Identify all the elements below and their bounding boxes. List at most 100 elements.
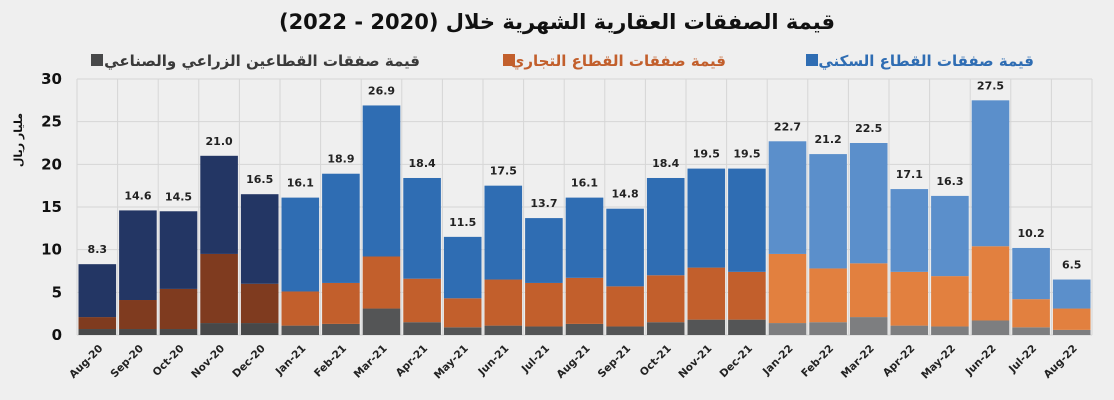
y-axis-ticks: 0 5 10 15 20 25 30	[41, 70, 62, 344]
x-tick-label: Dec-20	[230, 343, 267, 380]
data-label-total: 18.9	[327, 153, 354, 166]
bars	[78, 100, 1091, 335]
x-tick-label: Jul-21	[519, 343, 552, 376]
y-tick-label: 10	[41, 241, 62, 259]
x-tick-label: May-22	[919, 343, 958, 382]
bar-segment-agri_industrial	[809, 322, 847, 335]
x-tick-label: Apr-21	[394, 343, 431, 380]
data-label-total: 18.4	[652, 157, 679, 170]
bar-segment-residential	[606, 208, 644, 287]
bar-segment-commercial	[890, 271, 929, 326]
data-label-total: 17.1	[896, 168, 923, 181]
bar-segment-commercial	[849, 263, 888, 318]
data-label-total: 16.5	[246, 173, 273, 186]
bar-segment-commercial	[565, 277, 604, 324]
x-tick-label: Jul-22	[1006, 343, 1039, 376]
bar-segment-residential	[159, 211, 198, 289]
bar-segment-commercial	[200, 253, 238, 324]
bar-segment-residential	[281, 197, 320, 292]
data-label-total: 22.5	[855, 122, 882, 135]
y-tick-label: 15	[41, 198, 62, 216]
y-tick-label: 30	[41, 70, 62, 88]
bar-segment-commercial	[687, 267, 726, 320]
bar-segment-agri_industrial	[646, 322, 685, 335]
bar-segment-commercial	[159, 288, 198, 330]
x-tick-label: Nov-21	[676, 343, 714, 381]
y-axis-label: مليار ريال	[12, 113, 25, 167]
bar-segment-commercial	[768, 253, 807, 324]
data-label-total: 14.6	[124, 189, 151, 202]
data-label-total: 27.5	[977, 79, 1004, 92]
x-tick-label: Oct-20	[150, 343, 186, 379]
data-label-total: 21.2	[815, 133, 842, 146]
data-label-total: 19.5	[733, 148, 760, 161]
bar-segment-residential	[525, 218, 563, 283]
bar-segment-agri_industrial	[78, 329, 117, 335]
bar-segment-agri_industrial	[606, 326, 644, 335]
bar-segment-agri_industrial	[240, 323, 279, 335]
data-label-total: 13.7	[530, 197, 557, 210]
bar-segment-commercial	[119, 300, 157, 330]
bar-segment-residential	[931, 195, 969, 277]
bar-segment-residential	[890, 189, 929, 272]
x-tick-label: Feb-21	[312, 343, 349, 380]
bar-segment-commercial	[931, 276, 969, 327]
bar-segment-residential	[200, 155, 238, 254]
data-label-total: 22.7	[774, 120, 801, 133]
bar-segment-residential	[443, 236, 482, 299]
data-label-total: 21.0	[206, 135, 233, 148]
bar-segment-agri_industrial	[403, 322, 441, 335]
legend-item-residential: قيمة صفقات القطاع السكني	[806, 52, 1034, 70]
legend-label-residential: قيمة صفقات القطاع السكني	[818, 52, 1034, 70]
bar-segment-agri_industrial	[890, 325, 929, 335]
x-tick-label: Mar-21	[352, 343, 390, 381]
bar-segment-commercial	[1052, 308, 1091, 330]
bar-segment-agri_industrial	[687, 319, 726, 335]
chart-title: قيمة الصفقات العقارية الشهرية خلال (2020…	[279, 10, 835, 34]
bar-segment-commercial	[403, 278, 441, 323]
data-label-total: 11.5	[449, 216, 476, 229]
bar-segment-residential	[809, 154, 847, 269]
data-label-total: 14.8	[612, 188, 639, 201]
x-tick-label: Sep-20	[108, 343, 146, 381]
x-tick-label: Jan-22	[760, 343, 796, 379]
bar-segment-commercial	[484, 279, 523, 326]
y-tick-label: 20	[41, 155, 62, 173]
x-tick-label: Jun-21	[475, 343, 511, 379]
x-tick-label: Aug-21	[554, 343, 592, 381]
bar-segment-residential	[849, 143, 888, 264]
data-label-total: 14.5	[165, 190, 192, 203]
bar-segment-agri_industrial	[159, 329, 198, 335]
bar-segment-agri_industrial	[971, 320, 1010, 335]
bar-segment-residential	[728, 168, 766, 272]
bar-segment-residential	[971, 100, 1010, 247]
bar-segment-agri_industrial	[119, 329, 157, 335]
legend-label-commercial: قيمة صفقات القطاع التجاري	[511, 52, 726, 71]
bar-segment-residential	[565, 197, 604, 278]
x-tick-label: Jan-21	[273, 343, 309, 379]
bar-segment-agri_industrial	[1052, 329, 1091, 335]
bar-segment-residential	[768, 141, 807, 254]
y-tick-label: 5	[52, 283, 62, 301]
x-tick-label: Oct-21	[638, 343, 674, 379]
bar-segment-agri_industrial	[849, 317, 888, 335]
data-label-total: 16.1	[571, 177, 598, 190]
bar-segment-agri_industrial	[931, 326, 969, 335]
x-axis-ticks: Aug-20 Sep-20 Oct-20 Nov-20 Dec-20 Jan-21 Feb-…	[67, 343, 1080, 382]
y-tick-label: 0	[52, 326, 62, 344]
bar-segment-commercial	[606, 286, 644, 327]
bar-segment-agri_industrial	[728, 319, 766, 335]
bar-segment-commercial	[443, 298, 482, 328]
legend-swatch-residential	[806, 54, 818, 66]
bar-segment-commercial	[1012, 299, 1050, 328]
bar-segment-commercial	[240, 283, 279, 324]
data-label-total: 19.5	[693, 148, 720, 161]
data-label-total: 16.1	[287, 177, 314, 190]
bar-segment-residential	[119, 210, 157, 301]
x-tick-label: Apr-22	[881, 343, 918, 380]
data-label-total: 17.5	[490, 165, 517, 178]
legend: قيمة صفقات القطاع السكني قيمة صفقات القط…	[91, 52, 1034, 71]
bar-segment-agri_industrial	[443, 327, 482, 335]
